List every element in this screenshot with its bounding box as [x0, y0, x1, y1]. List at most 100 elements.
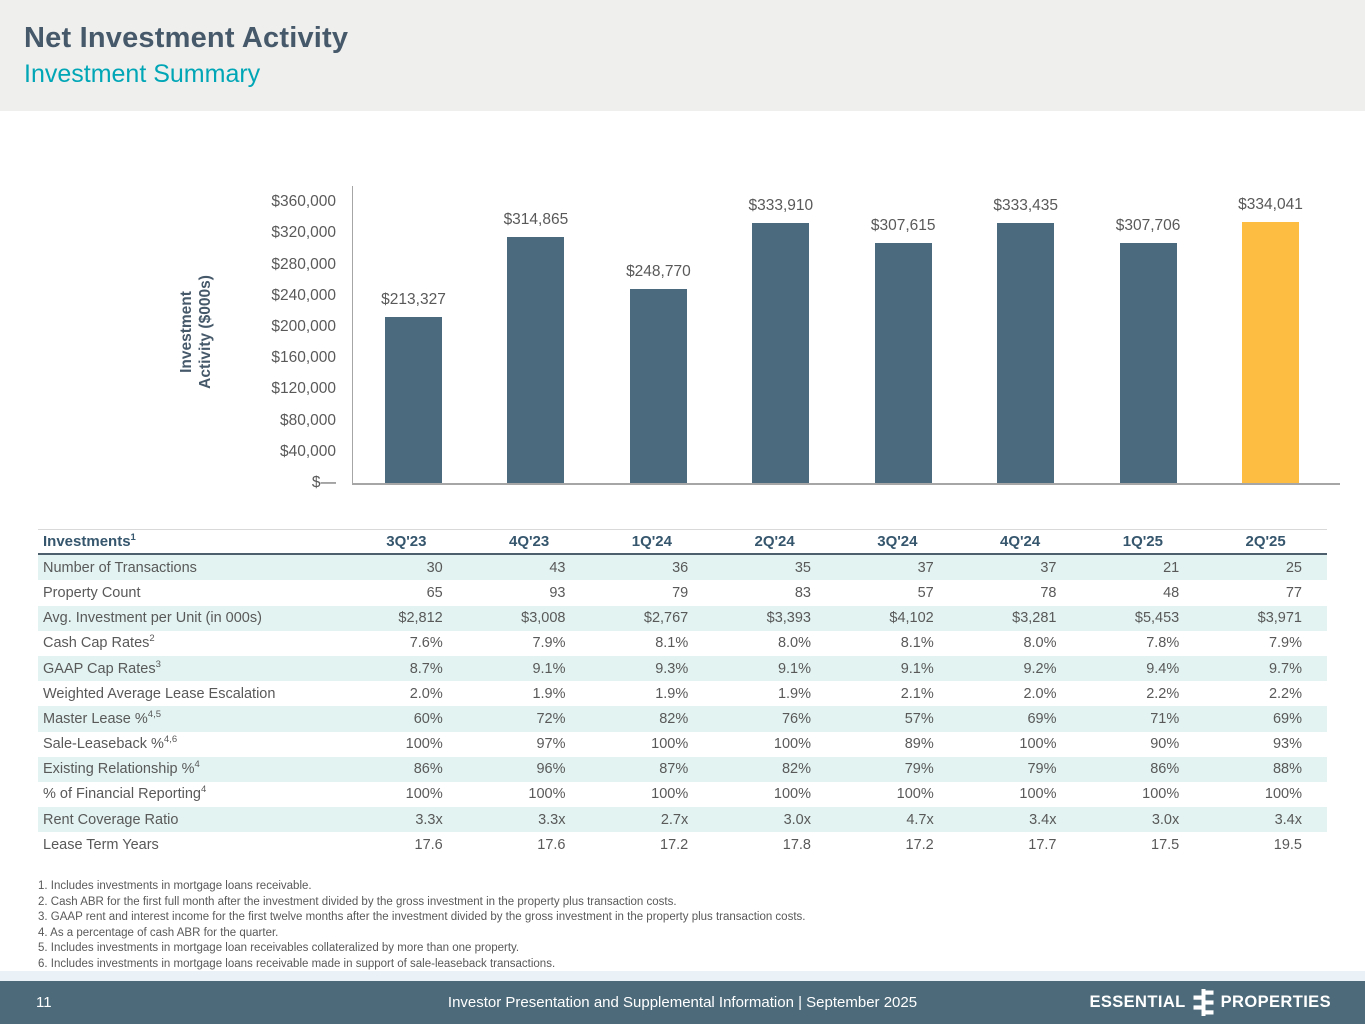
cell-value: 30: [426, 559, 443, 576]
footnote: 6. Includes investments in mortgage loan…: [38, 957, 556, 970]
bar-value-label: $334,041: [1238, 196, 1303, 214]
cell-value: 43: [549, 559, 566, 576]
bar-3Q'23: [385, 316, 442, 483]
cell-value: 4.7x: [906, 811, 934, 828]
cell-value: 79%: [904, 761, 934, 778]
column-header: 3Q'23: [386, 533, 427, 551]
bar-value-label: $333,910: [748, 196, 814, 214]
column-header: 4Q'24: [999, 533, 1041, 551]
row-label: % of Financial Reporting4: [43, 784, 207, 803]
cell-value: 86%: [413, 761, 443, 778]
bar-value-label: $213,327: [381, 290, 446, 308]
cell-value: 25: [1285, 559, 1302, 576]
row-label: Sale-Leaseback %4,6: [43, 734, 178, 753]
column-header: 2Q'24: [754, 533, 795, 551]
footnote: 2. Cash ABR for the first full month aft…: [38, 895, 677, 908]
cell-value: 93: [549, 584, 566, 601]
table-row: Lease Term Years 17.6 17.6 17.2 17.8 17.2 17.7…: [38, 832, 1327, 857]
cell-value: 9.2%: [1023, 660, 1057, 677]
bar-3Q'24: [874, 243, 932, 483]
cell-value: 100%: [1264, 786, 1302, 803]
footnote: 1. Includes investments in mortgage loan…: [38, 880, 312, 892]
cell-value: 100%: [773, 786, 811, 803]
cell-value: 3.3x: [415, 811, 443, 828]
table-row: Existing Relationship %4 86% 96% 87% 82% 79% 7…: [38, 756, 1327, 782]
cell-value: 78: [1040, 584, 1057, 601]
cell-value: 96%: [536, 761, 566, 778]
cell-value: 100%: [1019, 786, 1057, 803]
cell-value: $4,102: [889, 610, 934, 627]
cell-value: 7.6%: [409, 635, 443, 652]
cell-value: 100%: [405, 786, 443, 803]
cell-value: 7.8%: [1146, 635, 1180, 652]
cell-value: 37: [1040, 559, 1057, 576]
cell-value: 9.7%: [1268, 660, 1302, 677]
cell-value: 89%: [904, 736, 934, 753]
cell-value: 93%: [1272, 736, 1302, 753]
cell-value: 57: [917, 584, 934, 601]
cell-value: $3,281: [1012, 610, 1057, 627]
logo-text-properties: PROPERTIES: [1220, 993, 1331, 1011]
cell-value: 69%: [1027, 710, 1057, 727]
cell-value: 7.9%: [532, 635, 566, 652]
cell-value: 8.0%: [777, 635, 811, 652]
cell-value: 19.5: [1273, 836, 1302, 853]
table-title: Investments1: [43, 532, 136, 551]
cell-value: 9.4%: [1146, 660, 1180, 677]
pre-footer-strip: [0, 971, 1365, 981]
cell-value: 8.1%: [655, 635, 689, 652]
essential-properties-logo-icon: [1193, 989, 1214, 1016]
page-subtitle: Investment Summary: [24, 60, 261, 88]
x-axis-line: [352, 483, 1340, 485]
y-axis-tick-label: $120,000: [271, 380, 336, 398]
cell-value: 9.1%: [777, 660, 811, 677]
column-header: 1Q'24: [631, 533, 672, 551]
table-row: Cash Cap Rates2 7.6% 7.9% 8.1% 8.0% 8.1% 8.0% 7…: [38, 631, 1327, 656]
cell-value: $3,971: [1257, 610, 1302, 627]
cell-value: 17.6: [537, 836, 566, 853]
cell-value: 3.0x: [783, 811, 811, 828]
cell-value: 57%: [904, 710, 934, 727]
cell-value: $3,393: [766, 610, 811, 627]
row-label: Lease Term Years: [43, 836, 159, 853]
footer-caption: Investor Presentation and Supplemental I…: [447, 994, 918, 1011]
cell-value: $2,767: [643, 610, 689, 627]
y-axis-tick-label: $160,000: [271, 349, 336, 367]
cell-value: 60%: [413, 710, 443, 727]
investment-activity-chart: Investment Activity ($000s) $— $40,000 $80…: [178, 186, 1340, 491]
cell-value: 100%: [528, 786, 566, 803]
cell-value: 77: [1285, 584, 1302, 601]
table-row: Avg. Investment per Unit (in 000s) $2,812…: [38, 605, 1327, 631]
table-row: Rent Coverage Ratio 3.3x 3.3x 2.7x 3.0x 4.7x 3…: [38, 807, 1327, 833]
cell-value: 17.2: [660, 836, 689, 853]
cell-value: 9.1%: [900, 660, 934, 677]
cell-value: 1.9%: [532, 685, 566, 702]
table-row: % of Financial Reporting4 100% 100% 100% 100…: [38, 782, 1327, 807]
cell-value: 100%: [1019, 736, 1057, 753]
row-label: Existing Relationship %4: [43, 759, 200, 778]
logo-text-essential: ESSENTIAL: [1089, 993, 1186, 1011]
y-axis-tick-label: $240,000: [271, 286, 336, 304]
cell-value: 90%: [1150, 736, 1180, 753]
bar-value-label: $307,706: [1115, 217, 1181, 234]
cell-value: 35: [794, 559, 811, 576]
y-axis-tick-label: $280,000: [271, 255, 336, 273]
row-label: Rent Coverage Ratio: [43, 811, 179, 828]
table-row: Number of Transactions 30 43 36 35 37 37 21 25: [38, 555, 1327, 581]
cell-value: 100%: [773, 736, 811, 753]
cell-value: 3.4x: [1274, 811, 1302, 828]
bar-value-label: $314,865: [503, 211, 569, 229]
table-row: Master Lease %4,5 60% 72% 82% 76% 57% 69% 71% 69…: [38, 706, 1327, 732]
bar-value-label: $248,770: [626, 263, 691, 280]
table-row: Weighted Average Lease Escalation 2.0% 1.9…: [38, 681, 1327, 706]
row-label: Number of Transactions: [43, 559, 197, 576]
cell-value: 2.2%: [1146, 685, 1180, 702]
cell-value: 37: [917, 559, 934, 576]
bar-2Q'25: [1242, 222, 1299, 483]
cell-value: 82%: [659, 710, 689, 727]
cell-value: 100%: [651, 786, 689, 803]
cell-value: 100%: [896, 786, 934, 803]
row-label: Avg. Investment per Unit (in 000s): [43, 610, 262, 627]
cell-value: $3,008: [521, 610, 566, 627]
column-header: 1Q'25: [1122, 533, 1163, 551]
